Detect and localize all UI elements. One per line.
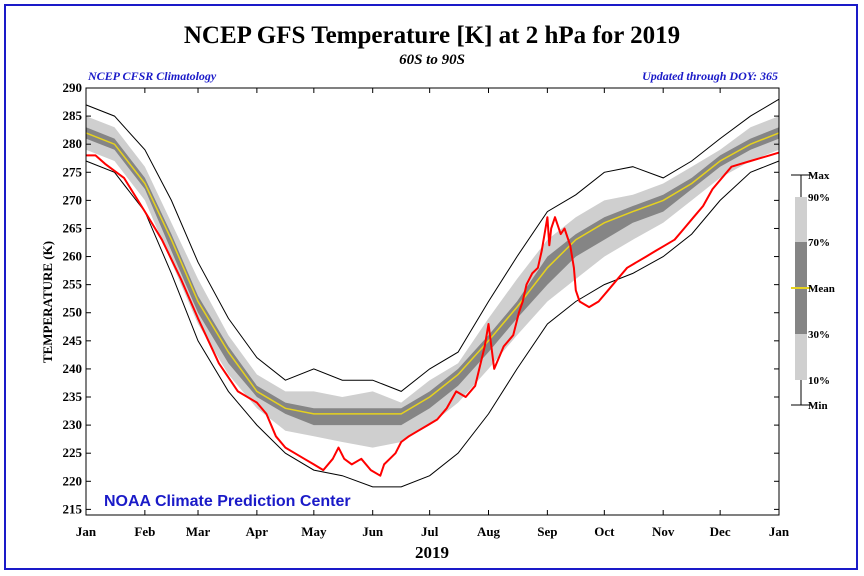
min-line bbox=[85, 160, 780, 488]
y-tick-label: 245 bbox=[63, 333, 83, 348]
x-tick-label: Dec bbox=[710, 524, 731, 539]
y-tick-label: 215 bbox=[63, 501, 83, 516]
y-tick-label: 250 bbox=[63, 305, 83, 320]
axis-layer: 215 220 225 230 235 240 245 250 255 260 265 270 275 2… bbox=[63, 80, 790, 539]
legend: Max 90% 70% Mean 30% 10% Min bbox=[791, 170, 835, 412]
plot-border bbox=[85, 87, 780, 516]
chart-frame bbox=[4, 4, 858, 570]
x-tick-label: May bbox=[301, 524, 327, 539]
y-tick-label: 270 bbox=[63, 192, 83, 207]
legend-label-p90: 90% bbox=[808, 192, 830, 204]
legend-label-p10: 10% bbox=[808, 375, 830, 387]
plot-layer bbox=[85, 98, 780, 488]
y-tick-label: 225 bbox=[63, 445, 83, 460]
y-tick-label: 235 bbox=[63, 389, 83, 404]
y-axis-title: TEMPERATURE (K) bbox=[40, 241, 55, 363]
x-tick-label: Mar bbox=[186, 524, 211, 539]
update-note: Updated through DOY: 365 bbox=[642, 69, 778, 83]
cpc-watermark: NOAA Climate Prediction Center bbox=[104, 493, 351, 510]
x-tick-label: Jan bbox=[769, 524, 790, 539]
y-tick-label: 285 bbox=[63, 108, 83, 123]
max-line bbox=[85, 98, 780, 392]
chart-title: NCEP GFS Temperature [K] at 2 hPa for 20… bbox=[183, 22, 681, 49]
legend-label-p30: 30% bbox=[808, 329, 830, 341]
y-tick-label: 265 bbox=[63, 220, 83, 235]
x-tick-label: Jan bbox=[76, 524, 97, 539]
y-tick-label: 255 bbox=[63, 277, 83, 292]
y-tick-label: 290 bbox=[63, 80, 83, 95]
chart-subtitle: 60S to 90S bbox=[399, 52, 465, 68]
x-tick-label: Apr bbox=[246, 524, 269, 539]
x-tick-label: Sep bbox=[537, 524, 557, 539]
y-tick-label: 230 bbox=[63, 417, 83, 432]
mean-line bbox=[85, 132, 780, 415]
y-tick-label: 240 bbox=[63, 361, 83, 376]
y-tick-label: 260 bbox=[63, 249, 83, 264]
x-axis-title: 2019 bbox=[415, 543, 449, 562]
legend-label-min: Min bbox=[808, 400, 828, 412]
x-tick-label: Jun bbox=[362, 524, 384, 539]
legend-label-mean: Mean bbox=[808, 283, 835, 295]
legend-lower-light-box bbox=[795, 334, 807, 380]
climatology-note: NCEP CFSR Climatology bbox=[88, 69, 217, 83]
x-tick-label: Jul bbox=[421, 524, 439, 539]
legend-upper-light-box bbox=[795, 197, 807, 242]
band-10-90 bbox=[86, 116, 779, 448]
legend-label-max: Max bbox=[808, 170, 830, 182]
y-tick-label: 280 bbox=[63, 136, 83, 151]
observed-2019-line bbox=[86, 151, 780, 477]
legend-label-p70: 70% bbox=[808, 237, 830, 249]
y-tick-label: 220 bbox=[63, 473, 83, 488]
x-tick-label: Aug bbox=[477, 524, 501, 539]
x-tick-label: Feb bbox=[134, 524, 155, 539]
y-tick-label: 275 bbox=[63, 164, 83, 179]
x-tick-label: Oct bbox=[594, 524, 615, 539]
x-tick-label: Nov bbox=[652, 524, 675, 539]
